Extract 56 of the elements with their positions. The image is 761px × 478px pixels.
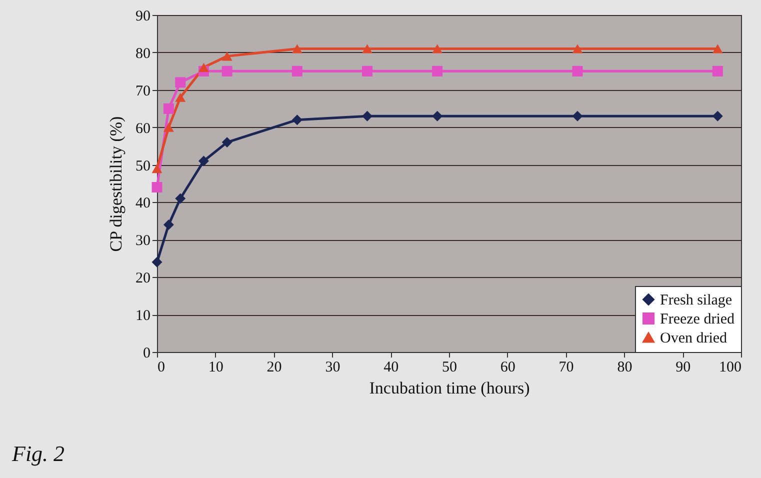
y-axis-title: CP digestibility (%) bbox=[106, 116, 126, 252]
x-tick-label: 50 bbox=[442, 360, 457, 376]
x-tick-label: 60 bbox=[500, 360, 516, 376]
point bbox=[362, 44, 372, 54]
x-tick-label: 70 bbox=[558, 360, 574, 376]
x-tick-label: 80 bbox=[617, 360, 632, 376]
x-tick-label: 40 bbox=[384, 360, 399, 376]
point bbox=[292, 114, 302, 126]
point bbox=[292, 44, 302, 54]
y-tick-label: 50 bbox=[136, 158, 150, 174]
caption: Fig. 2 bbox=[11, 441, 65, 466]
x-tick-label: 20 bbox=[266, 360, 282, 376]
y-tick-label: 80 bbox=[136, 46, 150, 62]
point bbox=[175, 77, 186, 88]
legend-label: Oven dried bbox=[660, 330, 728, 346]
x-tick-label: 10 bbox=[208, 360, 224, 376]
point bbox=[175, 193, 186, 204]
point bbox=[572, 110, 583, 122]
x-tick-label: 100 bbox=[719, 360, 742, 376]
point bbox=[432, 44, 443, 54]
y-tick-label: 60 bbox=[136, 120, 150, 137]
point bbox=[198, 62, 209, 72]
point bbox=[362, 110, 372, 122]
point bbox=[152, 256, 162, 268]
point bbox=[222, 137, 232, 148]
legend-label: Freeze dried bbox=[660, 312, 736, 328]
y-tick-label: 10 bbox=[136, 308, 150, 324]
point bbox=[572, 66, 583, 76]
point bbox=[292, 66, 302, 76]
y-tick-label: 40 bbox=[136, 196, 150, 212]
point bbox=[175, 92, 186, 102]
point bbox=[152, 164, 162, 174]
x-tick-label: 30 bbox=[325, 360, 340, 376]
y-tick-label: 90 bbox=[136, 8, 150, 24]
x-tick-label: 90 bbox=[676, 360, 691, 376]
point bbox=[712, 110, 723, 122]
point bbox=[432, 66, 443, 76]
point bbox=[362, 66, 372, 76]
point bbox=[163, 219, 174, 230]
point bbox=[432, 110, 443, 122]
point bbox=[222, 52, 232, 61]
x-tick-label: 0 bbox=[158, 360, 165, 376]
point bbox=[163, 103, 174, 114]
point bbox=[152, 182, 162, 192]
point bbox=[222, 66, 232, 76]
point bbox=[572, 44, 583, 54]
point bbox=[163, 122, 174, 132]
x-axis-title: Incubation time (hours) bbox=[369, 378, 530, 398]
y-tick-label: 20 bbox=[136, 270, 150, 287]
point bbox=[712, 44, 723, 54]
y-tick-label: 30 bbox=[136, 233, 150, 250]
legend-label: Fresh silage bbox=[660, 292, 732, 308]
point bbox=[712, 66, 723, 76]
y-tick-label: 0 bbox=[143, 346, 150, 362]
point bbox=[198, 156, 209, 166]
y-tick-label: 70 bbox=[136, 83, 150, 100]
